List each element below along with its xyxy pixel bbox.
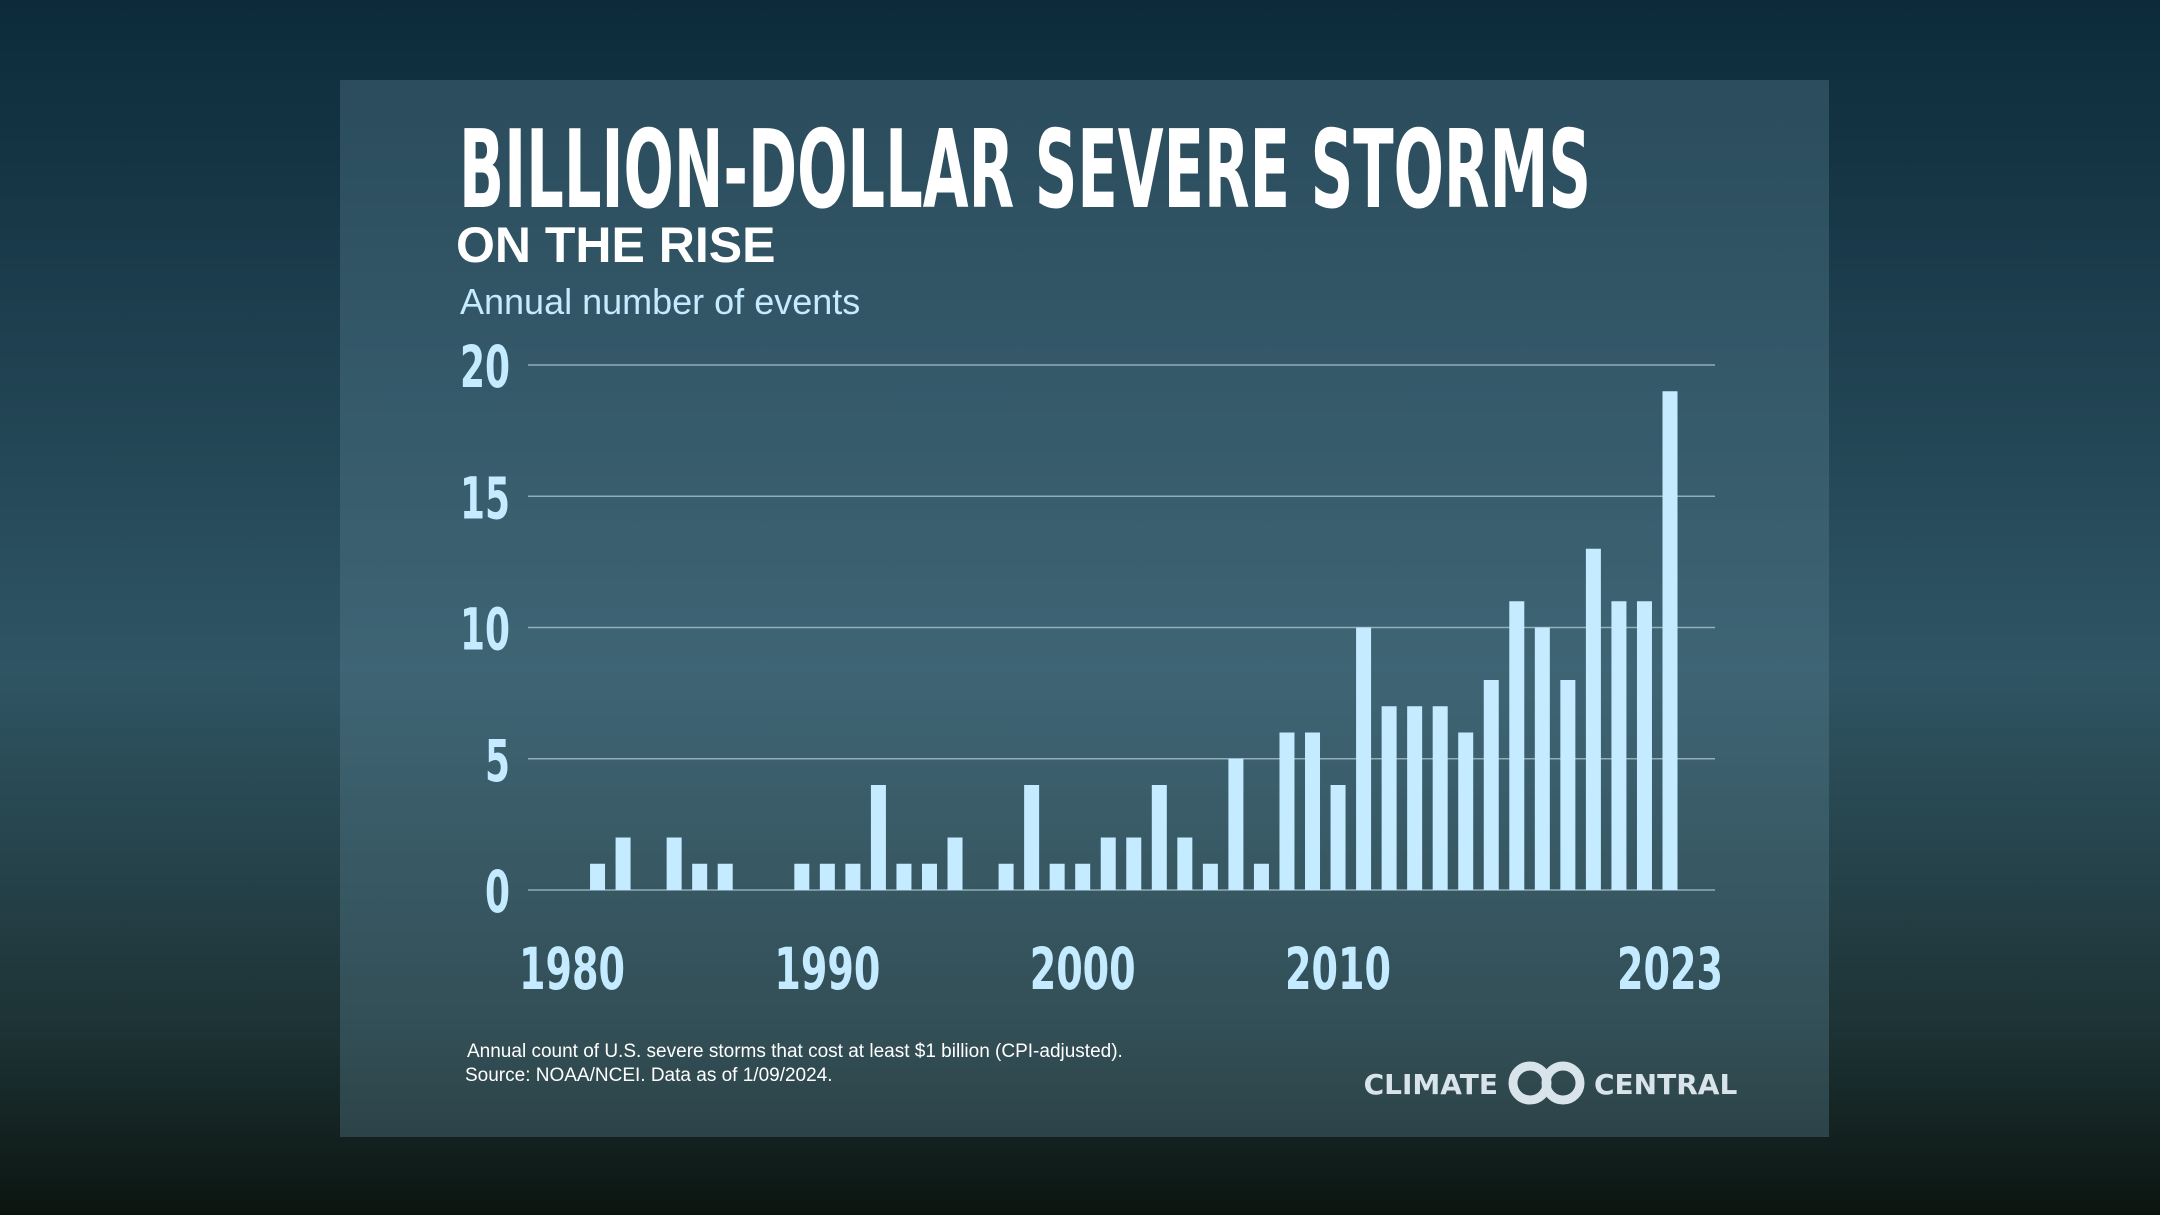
bar <box>1202 863 1218 890</box>
bar <box>692 863 708 890</box>
logo-text: CLIMATE <box>1364 1068 1498 1101</box>
bar <box>794 863 810 890</box>
logo-text: CENTRAL <box>1594 1068 1737 1101</box>
y-axis-label: Annual number of events <box>460 281 860 322</box>
bar <box>590 863 606 890</box>
chart-title: BILLION-DOLLAR SEVERE STORMS <box>459 108 1591 233</box>
x-tick-label: 1980 <box>519 935 625 1003</box>
footnote: Source: NOAA/NCEI. Data as of 1/09/2024. <box>465 1065 833 1086</box>
x-tick-label: 2023 <box>1617 935 1723 1003</box>
bar <box>1024 785 1040 890</box>
bar <box>1075 863 1091 890</box>
x-tick-label: 2010 <box>1285 935 1391 1003</box>
bar <box>1151 785 1167 890</box>
y-tick-label: 0 <box>485 858 510 926</box>
bar <box>1279 732 1295 890</box>
chart-subtitle: ON THE RISE <box>456 217 775 273</box>
bar <box>1381 706 1397 890</box>
y-tick-label: 15 <box>460 464 510 532</box>
bar <box>1330 785 1346 890</box>
bar <box>1636 601 1652 890</box>
bar <box>615 837 631 890</box>
bar <box>947 837 963 890</box>
bar <box>1509 601 1525 890</box>
bar <box>1177 837 1193 890</box>
bar <box>870 785 886 890</box>
bar <box>1662 391 1678 890</box>
bar <box>819 863 835 890</box>
bar <box>1560 680 1576 890</box>
bar <box>1534 627 1550 890</box>
bar <box>666 837 682 890</box>
bar <box>1483 680 1499 890</box>
bar <box>717 863 733 890</box>
bar <box>921 863 937 890</box>
logo-icon <box>1541 1061 1585 1105</box>
bar <box>1356 627 1372 890</box>
y-tick-label: 20 <box>460 333 510 401</box>
bar <box>1585 548 1601 890</box>
bar <box>1432 706 1448 890</box>
bar <box>998 863 1014 890</box>
y-tick-label: 5 <box>485 727 510 795</box>
bar <box>1305 732 1321 890</box>
footnote: Annual count of U.S. severe storms that … <box>467 1041 1123 1062</box>
bar <box>1100 837 1116 890</box>
bar <box>896 863 912 890</box>
x-tick-label: 1990 <box>774 935 880 1003</box>
bar <box>1253 863 1269 890</box>
bar <box>1407 706 1423 890</box>
y-tick-label: 10 <box>460 596 510 664</box>
panel <box>340 80 1829 1137</box>
bar <box>1126 837 1142 890</box>
bar <box>1458 732 1474 890</box>
x-tick-label: 2000 <box>1030 935 1136 1003</box>
bar <box>845 863 861 890</box>
bar <box>1228 758 1244 890</box>
bar <box>1611 601 1627 890</box>
bar <box>1049 863 1065 890</box>
